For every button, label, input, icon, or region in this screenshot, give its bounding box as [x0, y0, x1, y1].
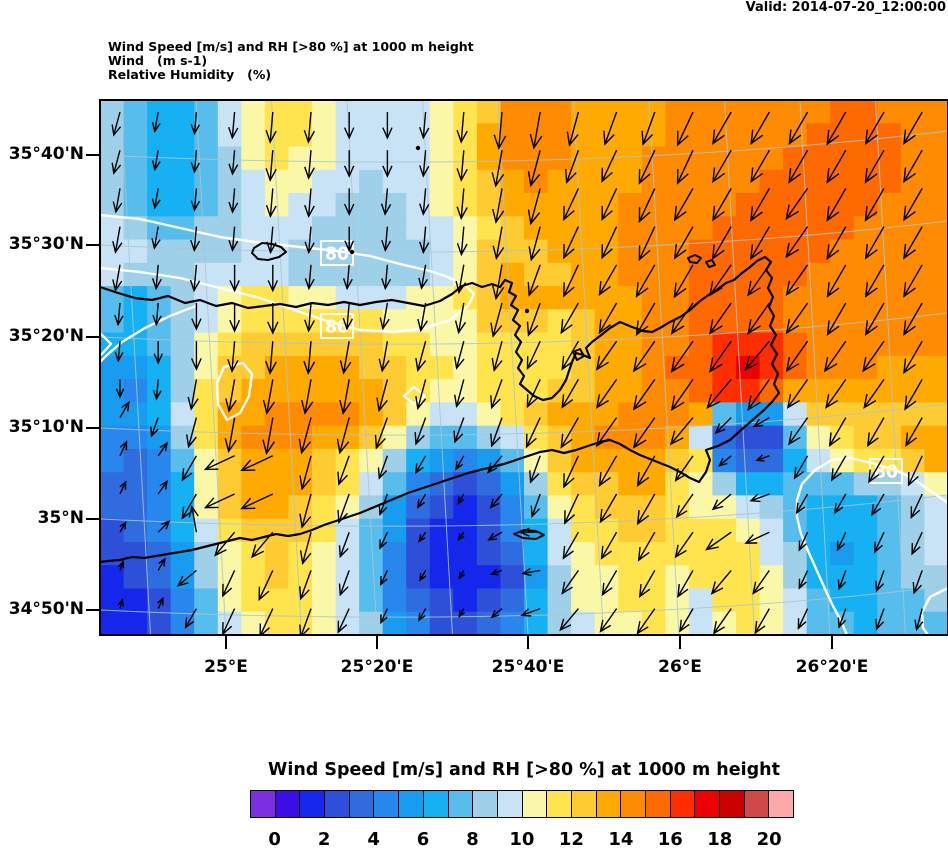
- colorbar-cell: [695, 791, 721, 817]
- colorbar-cell: [374, 791, 400, 817]
- colorbar-tick-label: 6: [416, 829, 430, 850]
- colorbar-tick-label: 0: [268, 829, 281, 850]
- colorbar-cell: [769, 791, 794, 817]
- colorbar-cell: [448, 791, 474, 817]
- rh-80-contours: 80 80 80: [100, 213, 948, 635]
- lat-tick-label: 35°N: [37, 508, 84, 528]
- island: [572, 348, 585, 361]
- map-border: [99, 99, 948, 636]
- colorbar-cell: [423, 791, 449, 817]
- legend-title: Wind Speed [m/s] and RH [>80 %] at 1000 …: [268, 760, 780, 780]
- colorbar-tick-label: 18: [707, 829, 733, 850]
- contour-label-box: [320, 313, 354, 339]
- colorbar-tick-label: 20: [756, 829, 782, 850]
- plot-title-block: Wind Speed [m/s] and RH [>80 %] at 1000 …: [108, 40, 474, 81]
- plot-title-line2: Wind (m s-1): [108, 52, 208, 68]
- colorbar-cell: [720, 791, 745, 817]
- colorbar-cell: [522, 791, 548, 817]
- wind-arrows: [111, 111, 924, 635]
- colorbar-tick-label: 14: [608, 829, 634, 850]
- colorbar-cell: [571, 791, 597, 817]
- island: [687, 254, 702, 264]
- colorbar-tick-label: 8: [466, 829, 479, 850]
- lat-tick-label: 35°10'N: [8, 417, 84, 437]
- lat-tick-label: 34°50'N: [8, 599, 84, 619]
- lat-tick-label: 35°40'N: [8, 144, 84, 164]
- colorbar-cell: [275, 791, 301, 817]
- colorbar-tick-label: 10: [509, 829, 535, 850]
- valid-timestamp: Valid: 2014-07-20_12:00:00: [745, 0, 946, 15]
- axis-ticks: [86, 154, 833, 649]
- colorbar-cell: [473, 791, 498, 817]
- contour-label: 80: [325, 245, 349, 265]
- plot-title-line3: Relative Humidity (%): [108, 66, 272, 82]
- contour-label: 80: [325, 318, 349, 338]
- colorbar-cell: [596, 791, 622, 817]
- island: [705, 259, 716, 268]
- lon-tick-label: 26°20'E: [795, 657, 869, 677]
- colorbar-cell: [547, 791, 572, 817]
- lon-tick-label: 25°20'E: [340, 657, 414, 677]
- colorbar-tick-label: 2: [317, 829, 331, 850]
- islet-dot: [524, 308, 530, 314]
- islet-dot: [349, 249, 355, 255]
- islet-dot: [415, 145, 421, 151]
- lon-tick-label: 26°E: [658, 657, 702, 677]
- colorbar-cell: [744, 791, 770, 817]
- lat-tick-label: 35°20'N: [8, 326, 84, 346]
- plot-title-line1: Wind Speed [m/s] and RH [>80 %] at 1000 …: [108, 39, 474, 54]
- colorbar-tick-label: 12: [558, 829, 584, 850]
- colorbar-cell: [399, 791, 424, 817]
- colorbar-cell: [300, 791, 326, 817]
- colorbar-tick-label: 4: [367, 829, 380, 850]
- colorbar-cell: [325, 791, 350, 817]
- colorbar-cell: [646, 791, 671, 817]
- lon-tick-label: 25°E: [204, 657, 248, 677]
- lon-tick-label: 25°40'E: [491, 657, 565, 677]
- colorbar-cell: [251, 791, 276, 817]
- colorbar-cell: [621, 791, 646, 817]
- colorbar-cell: [349, 791, 375, 817]
- colorbar-cell: [497, 791, 523, 817]
- colorbar-cell: [670, 791, 696, 817]
- contour-label: 80: [874, 463, 898, 483]
- colorbar: [250, 790, 794, 818]
- colorbar-tick-label: 16: [657, 829, 683, 850]
- lat-tick-label: 35°30'N: [8, 234, 84, 254]
